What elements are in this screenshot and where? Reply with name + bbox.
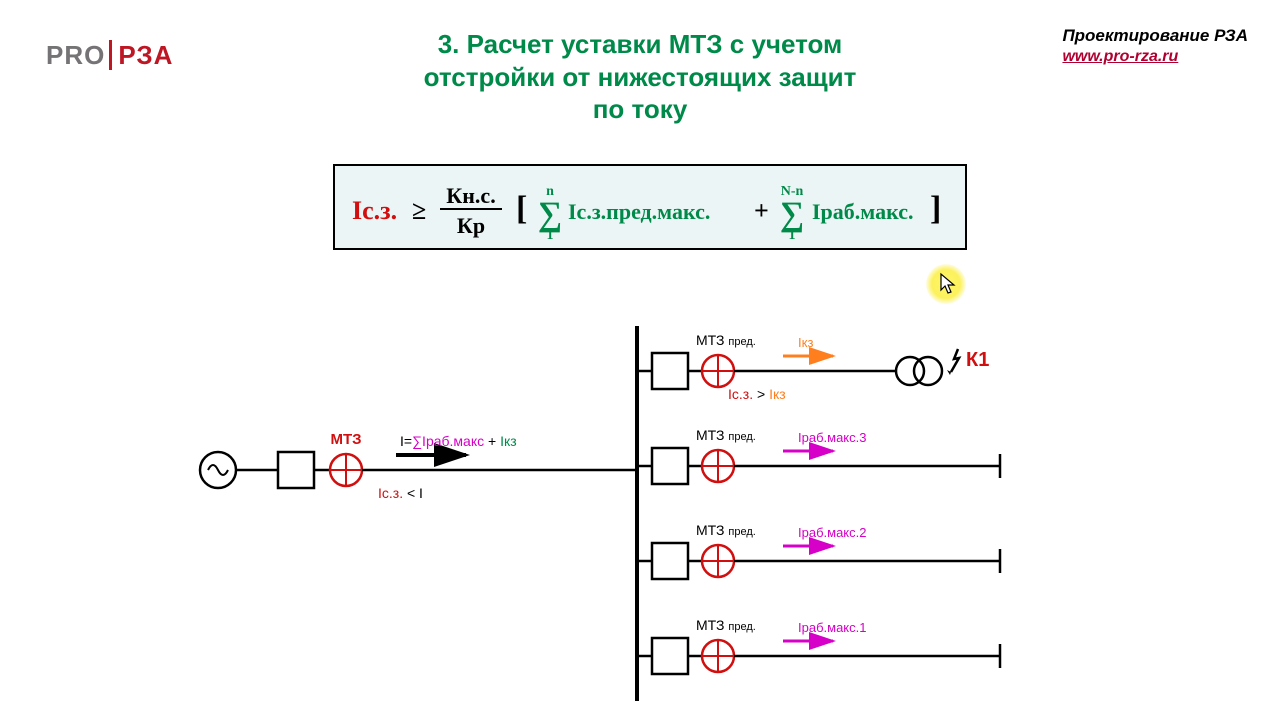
svg-text:Iс.з. < I: Iс.з. < I bbox=[378, 485, 423, 501]
svg-text:МТЗ пред.: МТЗ пред. bbox=[696, 522, 756, 538]
svg-text:Iраб.макс.: Iраб.макс. bbox=[812, 199, 914, 224]
svg-text:≥: ≥ bbox=[412, 196, 426, 225]
title-line-3: по току bbox=[0, 93, 1280, 126]
svg-text:Iс.з.: Iс.з. bbox=[352, 196, 397, 225]
single-line-diagram: МТЗ I=∑Iраб.макс + Iкз Iс.з. < I МТЗ пред. К… bbox=[0, 300, 1280, 720]
svg-text:[: [ bbox=[516, 190, 527, 227]
svg-text:МТЗ: МТЗ bbox=[330, 431, 361, 448]
title-line-1: 3. Расчет уставки МТЗ с учетом bbox=[0, 28, 1280, 61]
svg-text:Iс.з. > Iкз: Iс.з. > Iкз bbox=[728, 386, 786, 402]
page-title: 3. Расчет уставки МТЗ с учетом отстройки… bbox=[0, 28, 1280, 126]
svg-text:МТЗ пред.: МТЗ пред. bbox=[696, 427, 756, 443]
svg-text:Iраб.макс.1: Iраб.макс.1 bbox=[798, 620, 866, 635]
svg-text:1: 1 bbox=[789, 228, 796, 243]
svg-text:МТЗ пред.: МТЗ пред. bbox=[696, 332, 756, 348]
svg-text:I=∑Iраб.макс + Iкз: I=∑Iраб.макс + Iкз bbox=[400, 433, 517, 449]
svg-text:Iс.з.пред.макс.: Iс.з.пред.макс. bbox=[568, 199, 710, 224]
svg-text:К1: К1 bbox=[966, 349, 989, 371]
svg-text:Кр: Кр bbox=[457, 213, 485, 238]
svg-text:Iраб.макс.2: Iраб.макс.2 bbox=[798, 525, 866, 540]
svg-text:Iраб.макс.3: Iраб.макс.3 bbox=[798, 430, 866, 445]
svg-text:]: ] bbox=[930, 190, 941, 227]
svg-text:МТЗ пред.: МТЗ пред. bbox=[696, 617, 756, 633]
formula-svg: Iс.з.≥Кн.с.Кр[n∑1Iс.з.пред.макс.+N-n∑1Iр… bbox=[340, 167, 960, 247]
formula-box: Iс.з.≥Кн.с.Кр[n∑1Iс.з.пред.макс.+N-n∑1Iр… bbox=[333, 164, 967, 250]
svg-text:Iкз: Iкз bbox=[798, 335, 813, 350]
svg-text:1: 1 bbox=[547, 228, 554, 243]
cursor-icon bbox=[926, 264, 966, 304]
title-line-2: отстройки от нижестоящих защит bbox=[0, 61, 1280, 94]
cursor-highlight bbox=[926, 264, 966, 304]
svg-text:+: + bbox=[754, 196, 769, 225]
svg-text:Кн.с.: Кн.с. bbox=[446, 183, 495, 208]
